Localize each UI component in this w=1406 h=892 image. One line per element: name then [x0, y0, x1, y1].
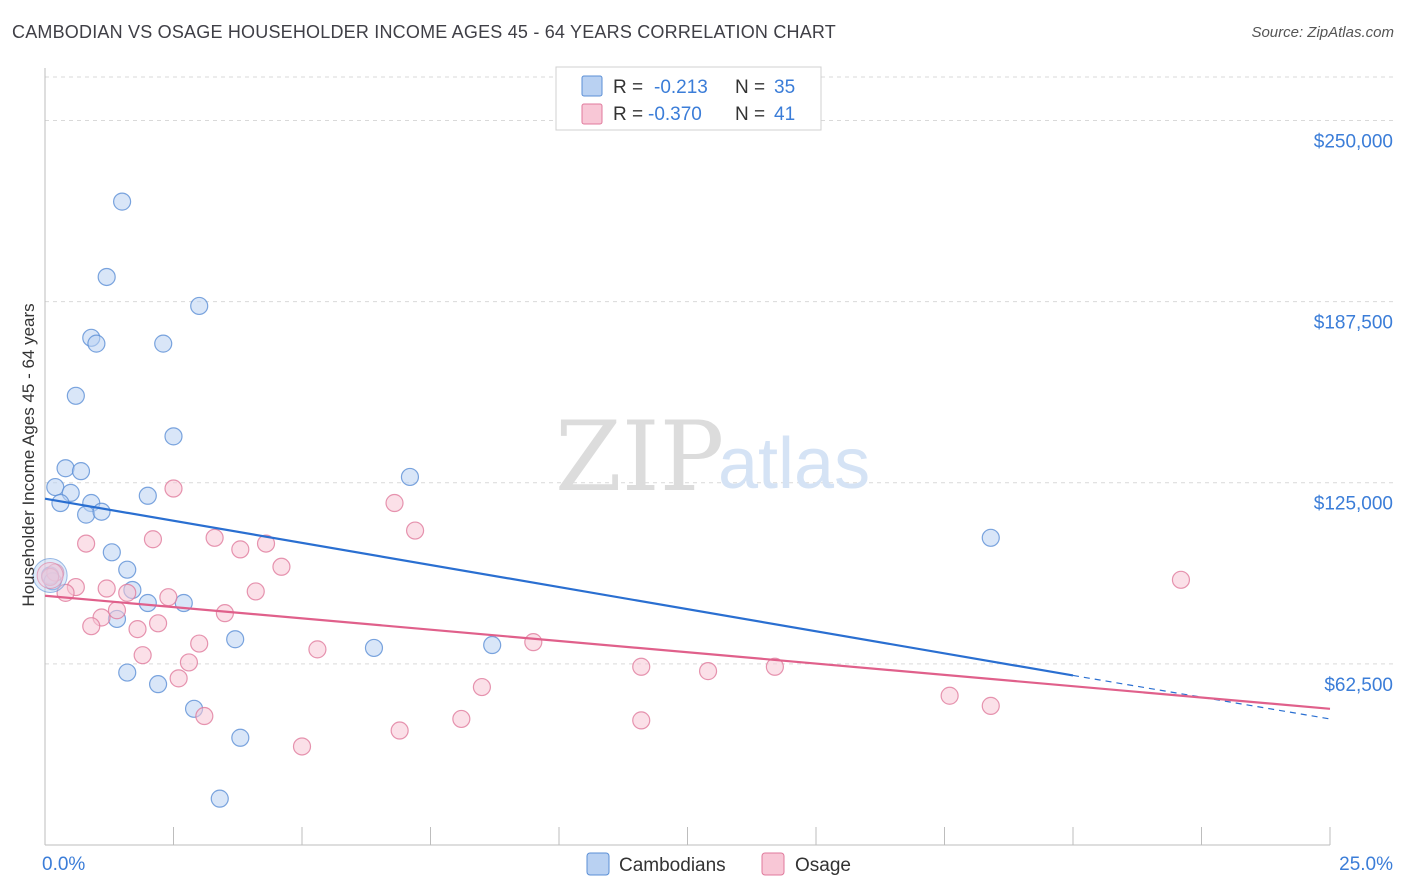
osage-point	[452, 709, 471, 729]
legend-r-value-osage: -0.370	[648, 104, 702, 125]
cambodian-point	[148, 675, 168, 694]
watermark-atlas: atlas	[718, 424, 870, 504]
osage-point	[41, 567, 60, 587]
osage-point	[765, 657, 784, 676]
cambodian-point	[154, 334, 173, 353]
cambodian-point	[164, 427, 183, 446]
legend-bottom-swatch-cambodians	[586, 852, 610, 876]
chart-title: CAMBODIAN VS OSAGE HOUSEHOLDER INCOME AG…	[12, 22, 836, 42]
cambodian-point	[71, 462, 91, 481]
osage-point	[256, 534, 276, 553]
cambodian-point	[981, 528, 1000, 547]
osage-trend-line	[44, 594, 1331, 710]
chart-source: Source: ZipAtlas.com	[1251, 24, 1394, 41]
osage-point	[128, 619, 147, 639]
osage-point	[164, 479, 183, 498]
osage-point	[272, 557, 291, 576]
cambodian-point	[483, 635, 502, 655]
osage-point	[308, 640, 327, 659]
legend-r-label-cambodians: R =	[613, 77, 643, 98]
y-axis-label: Householder Income Ages 45 - 64 years	[19, 303, 38, 606]
cambodian-point	[66, 386, 85, 405]
cambodian-point	[226, 630, 245, 649]
osage-point	[524, 633, 543, 652]
legend-bottom: Cambodians Osage	[586, 852, 851, 876]
osage-point	[179, 653, 199, 672]
osage-point	[292, 737, 312, 756]
osage-point	[36, 561, 64, 589]
cambodian-point	[92, 502, 111, 521]
cambodian-trend-line	[44, 497, 1074, 677]
osage-point	[981, 696, 1000, 715]
watermark-zip: ZIP	[555, 401, 724, 513]
osage-point	[390, 721, 409, 740]
osage-point	[97, 579, 116, 598]
y-tick-label: $187,500	[1314, 313, 1393, 334]
legend-n-value-cambodians: 35	[774, 77, 795, 98]
legend-n-label-osage: N =	[735, 104, 765, 125]
y-tick-label: $250,000	[1314, 131, 1393, 152]
osage-point	[133, 646, 152, 665]
cambodian-point	[77, 505, 96, 524]
axes-layer	[44, 68, 1331, 846]
cambodian-point	[87, 334, 106, 353]
osage-point	[77, 534, 96, 553]
osage-point	[107, 601, 127, 620]
grid-layer	[45, 76, 1393, 665]
y-tick-label: $125,000	[1314, 494, 1393, 515]
legend-bottom-label-cambodians: Cambodians	[619, 855, 726, 876]
trend-layer	[44, 497, 1331, 720]
osage-point	[1171, 570, 1191, 589]
cambodian-point	[400, 467, 420, 487]
osage-point	[118, 583, 137, 602]
osage-point	[159, 588, 178, 607]
osage-point	[148, 614, 168, 633]
osage-point	[195, 706, 214, 726]
legend-r-value-cambodians: -0.213	[654, 77, 708, 98]
osage-point	[405, 521, 425, 540]
cambodian-point	[102, 543, 121, 562]
osage-point	[143, 530, 163, 549]
x-tick-label-max: 25.0%	[1339, 854, 1393, 875]
cambodian-point	[56, 459, 75, 478]
cambodian-point	[97, 267, 116, 287]
cambodian-point	[112, 192, 132, 211]
cambodian-point	[118, 663, 137, 682]
cambodian-point	[118, 560, 137, 579]
cambodian-point	[32, 557, 68, 593]
legend-swatch-cambodians	[581, 75, 603, 97]
osage-point	[698, 662, 718, 681]
osage-point	[632, 657, 651, 676]
legend-n-label-cambodians: N =	[735, 77, 765, 98]
osage-point	[632, 711, 651, 730]
osage-point	[385, 493, 404, 513]
osage-point	[169, 669, 188, 688]
cambodian-point	[138, 486, 157, 505]
osage-point	[940, 686, 959, 705]
osage-point	[231, 540, 250, 559]
cambodian-point	[364, 638, 384, 658]
cambodian-point	[46, 477, 65, 497]
osage-point	[190, 634, 209, 653]
cambodian-point	[231, 728, 250, 747]
legend-top: R = -0.213 N = 35 R = -0.370 N = 41	[555, 66, 822, 131]
legend-bottom-label-osage: Osage	[795, 855, 851, 876]
osage-point	[205, 528, 224, 547]
osage-point	[246, 582, 265, 601]
cambodian-point	[210, 789, 229, 808]
y-tick-label: $62,500	[1324, 675, 1393, 696]
osage-point	[82, 617, 101, 636]
points-layer	[32, 192, 1191, 808]
legend-bottom-swatch-osage	[761, 852, 785, 876]
osage-point	[472, 677, 491, 697]
cambodian-point	[190, 296, 209, 316]
cambodian-point	[138, 593, 157, 613]
legend-r-label-osage: R =	[613, 104, 643, 125]
watermark: ZIP atlas	[555, 401, 870, 513]
x-tick-label-min: 0.0%	[42, 854, 85, 875]
legend-n-value-osage: 41	[774, 104, 795, 125]
legend-swatch-osage	[581, 103, 603, 125]
